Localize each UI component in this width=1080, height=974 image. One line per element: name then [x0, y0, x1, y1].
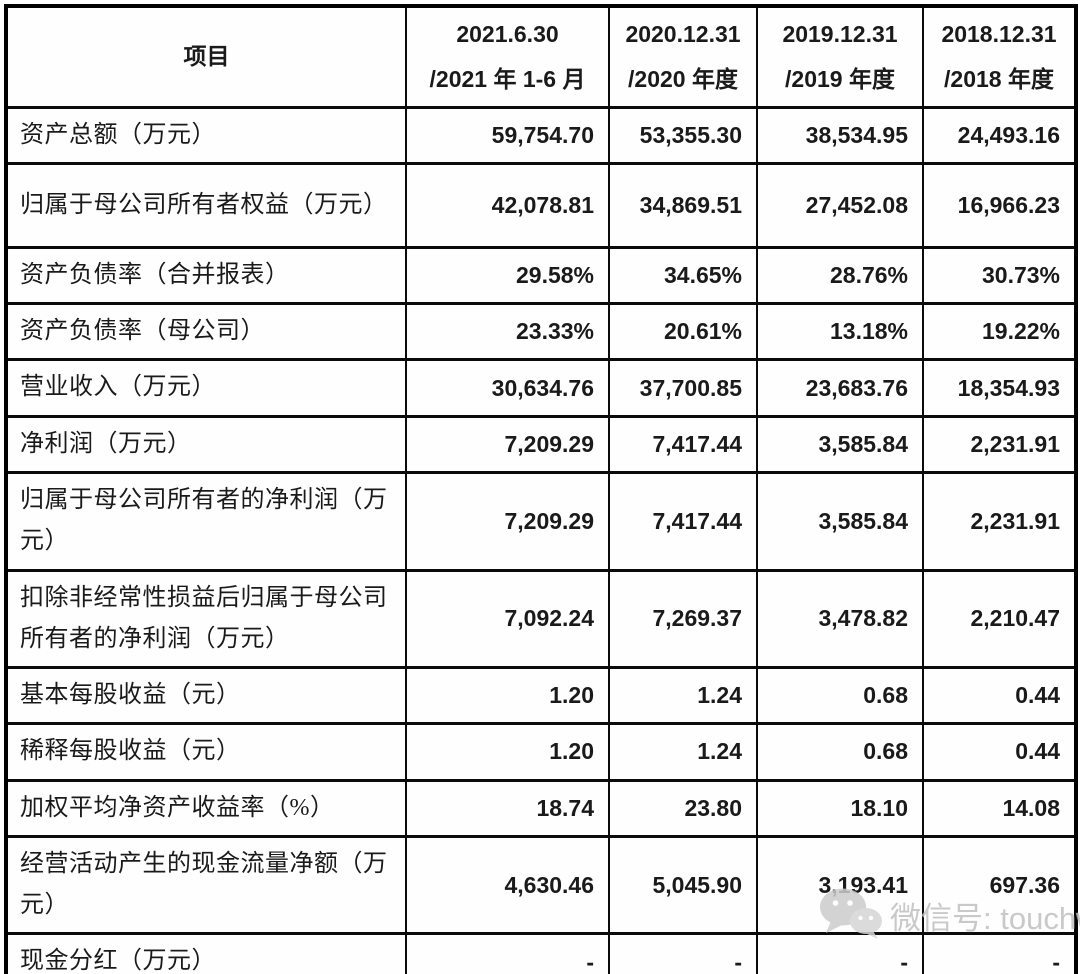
cell-value: 3,585.84: [756, 471, 924, 572]
cell-value: -: [756, 932, 924, 974]
period-range: /2018 年度: [944, 65, 1054, 92]
cell-value: 0.68: [756, 722, 924, 782]
table-row-revenue: 营业收入（万元） 30,634.76 37,700.85 23,683.76 1…: [5, 358, 1077, 418]
table-row-net-profit: 净利润（万元） 7,209.29 7,417.44 3,585.84 2,231…: [5, 414, 1077, 475]
cell-value: 7,209.29: [405, 471, 610, 572]
table-header-row: 项目 2021.6.30 /2021 年 1-6 月 2020.12.31 /2…: [5, 4, 1077, 109]
cell-value: 30.73%: [922, 245, 1077, 306]
row-label: 归属于母公司所有者权益（万元）: [5, 161, 407, 249]
table-row-weighted-roe: 加权平均净资产收益率（%） 18.74 23.80 18.10 14.08: [5, 778, 1077, 838]
financial-indicators-table: 项目 2021.6.30 /2021 年 1-6 月 2020.12.31 /2…: [4, 4, 1078, 974]
cell-value: 14.08: [922, 778, 1077, 838]
cell-value: 37,700.85: [608, 358, 758, 418]
cell-value: 3,585.84: [756, 414, 924, 475]
cell-value: 34.65%: [608, 245, 758, 306]
table-row-net-profit-parent: 归属于母公司所有者的净利润（万元） 7,209.29 7,417.44 3,58…: [5, 471, 1077, 572]
cell-value: 30,634.76: [405, 358, 610, 418]
row-label: 扣除非经常性损益后归属于母公司所有者的净利润（万元）: [5, 568, 407, 670]
column-header-period-2021: 2021.6.30 /2021 年 1-6 月: [405, 4, 610, 109]
cell-value: 7,209.29: [405, 414, 610, 475]
table-row-diluted-eps: 稀释每股收益（元） 1.20 1.24 0.68 0.44: [5, 722, 1077, 782]
period-range: /2020 年度: [628, 65, 738, 92]
row-label: 经营活动产生的现金流量净额（万元）: [5, 834, 407, 936]
column-header-item: 项目: [5, 4, 407, 109]
cell-value: 1.24: [608, 722, 758, 782]
cell-value: 2,210.47: [922, 568, 1077, 670]
cell-value: -: [608, 932, 758, 974]
cell-value: 1.24: [608, 666, 758, 726]
table-row-operating-cash-flow: 经营活动产生的现金流量净额（万元） 4,630.46 5,045.90 3,19…: [5, 834, 1077, 936]
cell-value: 24,493.16: [922, 105, 1077, 165]
table-row-basic-eps: 基本每股收益（元） 1.20 1.24 0.68 0.44: [5, 666, 1077, 726]
cell-value: 19.22%: [922, 302, 1077, 362]
cell-value: 16,966.23: [922, 161, 1077, 249]
cell-value: 0.44: [922, 666, 1077, 726]
table-row-debt-ratio-parent: 资产负债率（母公司） 23.33% 20.61% 13.18% 19.22%: [5, 302, 1077, 362]
cell-value: 20.61%: [608, 302, 758, 362]
cell-value: 27,452.08: [756, 161, 924, 249]
table-row-net-profit-deducted: 扣除非经常性损益后归属于母公司所有者的净利润（万元） 7,092.24 7,26…: [5, 568, 1077, 670]
table-row-parent-equity: 归属于母公司所有者权益（万元） 42,078.81 34,869.51 27,4…: [5, 161, 1077, 249]
cell-value: -: [922, 932, 1077, 974]
row-label: 现金分红（万元）: [5, 932, 407, 974]
cell-value: 2,231.91: [922, 471, 1077, 572]
cell-value: 7,092.24: [405, 568, 610, 670]
cell-value: 7,417.44: [608, 414, 758, 475]
cell-value: 42,078.81: [405, 161, 610, 249]
table-row-cash-dividend: 现金分红（万元） - - - -: [5, 932, 1077, 974]
cell-value: 3,478.82: [756, 568, 924, 670]
column-header-period-2020: 2020.12.31 /2020 年度: [608, 4, 758, 109]
column-header-period-2019: 2019.12.31 /2019 年度: [756, 4, 924, 109]
cell-value: 34,869.51: [608, 161, 758, 249]
cell-value: 0.68: [756, 666, 924, 726]
cell-value: 53,355.30: [608, 105, 758, 165]
cell-value: 23.80: [608, 778, 758, 838]
period-date: 2021.6.30: [456, 21, 559, 47]
row-label: 归属于母公司所有者的净利润（万元）: [5, 471, 407, 572]
cell-value: 18,354.93: [922, 358, 1077, 418]
period-date: 2020.12.31: [625, 21, 741, 47]
cell-value: 7,269.37: [608, 568, 758, 670]
row-label: 净利润（万元）: [5, 414, 407, 475]
cell-value: 1.20: [405, 666, 610, 726]
cell-value: -: [405, 932, 610, 974]
table-row-debt-ratio-consolidated: 资产负债率（合并报表） 29.58% 34.65% 28.76% 30.73%: [5, 245, 1077, 306]
cell-value: 38,534.95: [756, 105, 924, 165]
cell-value: 59,754.70: [405, 105, 610, 165]
row-label: 资产负债率（合并报表）: [5, 245, 407, 306]
table-row-total-assets: 资产总额（万元） 59,754.70 53,355.30 38,534.95 2…: [5, 105, 1077, 165]
period-date: 2018.12.31: [941, 21, 1057, 47]
column-header-period-2018: 2018.12.31 /2018 年度: [922, 4, 1077, 109]
period-date: 2019.12.31: [782, 21, 898, 47]
cell-value: 1.20: [405, 722, 610, 782]
cell-value: 29.58%: [405, 245, 610, 306]
row-label: 基本每股收益（元）: [5, 666, 407, 726]
row-label: 资产总额（万元）: [5, 105, 407, 165]
period-range: /2021 年 1-6 月: [429, 65, 586, 92]
cell-value: 23.33%: [405, 302, 610, 362]
cell-value: 18.74: [405, 778, 610, 838]
row-label: 资产负债率（母公司）: [5, 302, 407, 362]
cell-value: 7,417.44: [608, 471, 758, 572]
cell-value: 5,045.90: [608, 834, 758, 936]
cell-value: 4,630.46: [405, 834, 610, 936]
cell-value: 28.76%: [756, 245, 924, 306]
row-label: 营业收入（万元）: [5, 358, 407, 418]
cell-value: 13.18%: [756, 302, 924, 362]
cell-value: 23,683.76: [756, 358, 924, 418]
row-label: 加权平均净资产收益率（%）: [5, 778, 407, 838]
cell-value: 3,193.41: [756, 834, 924, 936]
cell-value: 18.10: [756, 778, 924, 838]
row-label: 稀释每股收益（元）: [5, 722, 407, 782]
period-range: /2019 年度: [785, 65, 895, 92]
cell-value: 2,231.91: [922, 414, 1077, 475]
cell-value: 697.36: [922, 834, 1077, 936]
cell-value: 0.44: [922, 722, 1077, 782]
